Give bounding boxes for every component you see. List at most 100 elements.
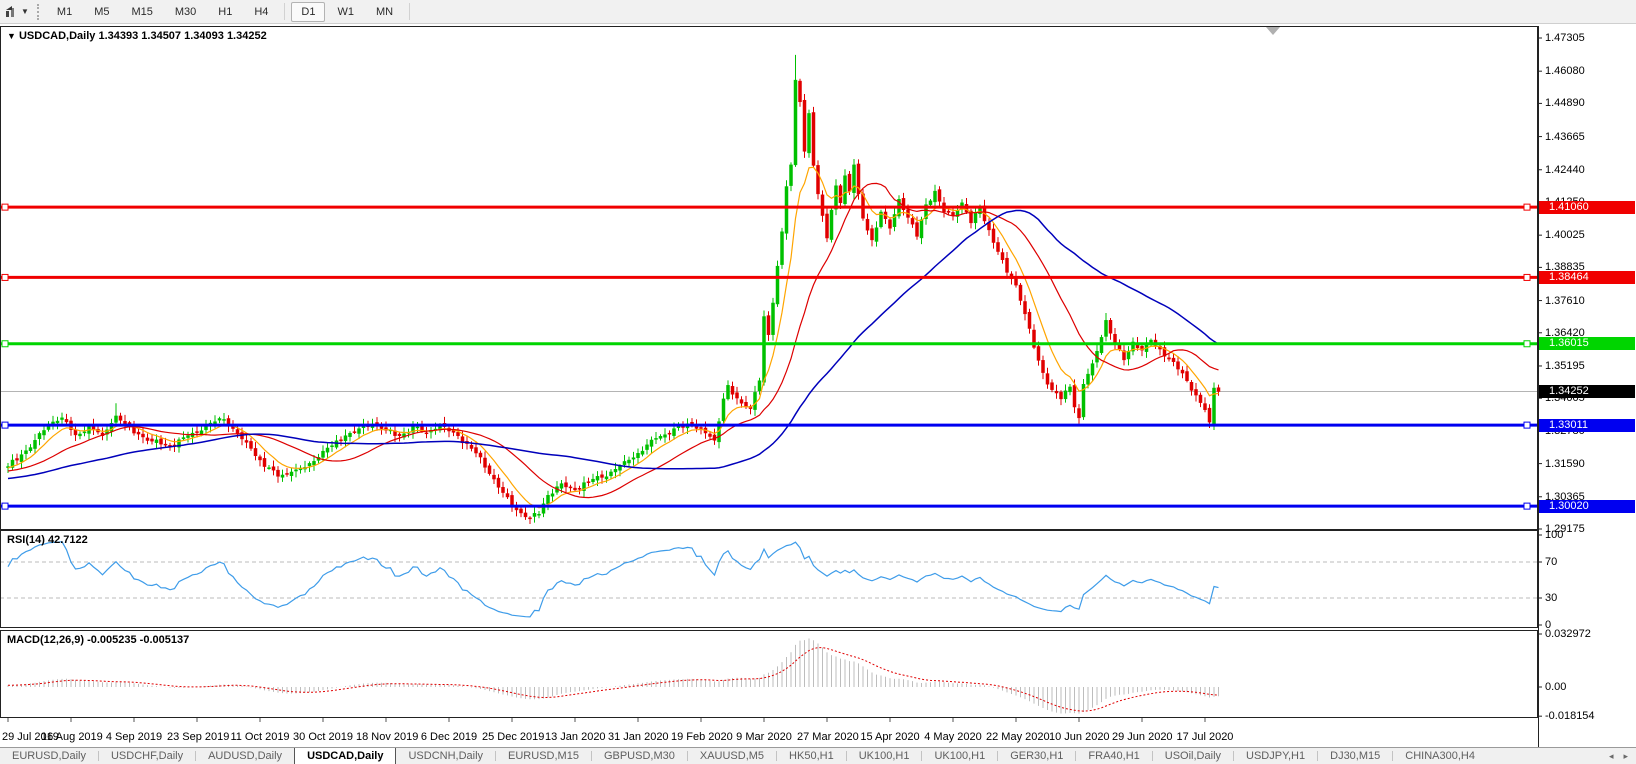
date-tick-label: 23 Sep 2019: [167, 731, 230, 743]
axis-tick-label: 100: [1545, 529, 1564, 541]
axis-tick-label: 1.29175: [1545, 523, 1585, 535]
axis-tick-label: 1.37610: [1545, 294, 1585, 307]
date-tick-label: 30 Oct 2019: [293, 731, 353, 743]
price-pane[interactable]: [0, 54, 1538, 525]
date-tick-label: 25 Dec 2019: [482, 731, 545, 743]
tab-separator: [1392, 751, 1394, 761]
axis-tick-label: 0.00: [1545, 681, 1567, 693]
chart-title: ▼ USDCAD,Daily 1.34393 1.34507 1.34093 1…: [7, 30, 267, 42]
chart-shift-marker-icon[interactable]: [1266, 27, 1280, 35]
axis-tick-label: 1.35195: [1545, 359, 1585, 372]
ma-slow-line: [7, 209, 1219, 480]
tab-audusd-daily[interactable]: AUDUSD,Daily: [208, 750, 283, 762]
timeframe-button-m30[interactable]: M30: [174, 5, 197, 18]
date-tick-label: 10 Jun 2020: [1049, 731, 1110, 743]
axis-tick-label: 1.46080: [1545, 65, 1585, 78]
chart-tabbar: EURUSD,Daily USDCHF,Daily AUDUSD,Daily USDC…: [0, 747, 1636, 764]
price-line-label: 1.34252: [1539, 385, 1635, 398]
macd-signal-line: [8, 647, 1219, 712]
rsi-pane[interactable]: [0, 541, 1538, 618]
tab-usoil-daily[interactable]: USOil,Daily: [1164, 750, 1222, 762]
tab-usdcad-daily[interactable]: USDCAD,Daily: [294, 748, 397, 764]
date-tick-label: 29 Jun 2020: [1112, 731, 1173, 743]
date-tick-label: 9 Mar 2020: [736, 731, 792, 743]
tab-separator: [590, 751, 592, 761]
tab-separator: [97, 751, 99, 761]
tab-separator: [921, 751, 923, 761]
tab-uk100-h1[interactable]: UK100,H1: [934, 750, 986, 762]
axis-tick-label: 1.43665: [1545, 130, 1585, 143]
tab-separator: [845, 751, 847, 761]
tab-separator: [1075, 751, 1077, 761]
date-tick-label: 11 Oct 2019: [230, 731, 290, 743]
timeframe-button-h4[interactable]: H4: [254, 5, 269, 18]
axis-tick-label: 70: [1545, 556, 1558, 568]
timeframe-button-m1[interactable]: M1: [56, 5, 73, 18]
ma-mid-line: [7, 182, 1219, 499]
timeframe-button-h1[interactable]: H1: [218, 5, 233, 18]
tab-separator: [997, 751, 999, 761]
ohlc-close: 1.34252: [226, 30, 267, 42]
axis-tick-label: 1.31590: [1545, 457, 1585, 470]
tab-china300-h4[interactable]: CHINA300,H4: [1405, 750, 1475, 762]
price-line-label: 1.41060: [1539, 200, 1635, 214]
tab-separator: [1233, 751, 1235, 761]
ma-fast-line: [7, 166, 1219, 509]
toolbar-separator: [284, 3, 286, 20]
tab-separator: [686, 751, 688, 761]
tab-separator: [495, 751, 497, 761]
tabs-scroll-right-button[interactable]: ▸: [1623, 750, 1628, 761]
tab-hk50-h1[interactable]: HK50,H1: [789, 750, 834, 762]
axis-tick-label: 1.36420: [1545, 326, 1585, 339]
price-line-label: 1.36015: [1539, 337, 1635, 351]
axis-tick-label: 30: [1545, 592, 1558, 604]
rsi-pane-label: RSI(14) 42.7122: [7, 534, 88, 546]
date-tick-label: 15 Apr 2020: [860, 731, 920, 743]
candles: [6, 54, 1221, 525]
chart-tool-button[interactable]: ▼: [4, 5, 29, 19]
axis-tick-label: -0.018154: [1545, 710, 1595, 723]
tab-dj30-m15[interactable]: DJ30,M15: [1330, 750, 1381, 762]
tab-usdjpy-h1[interactable]: USDJPY,H1: [1246, 750, 1306, 762]
tab-separator: [1317, 751, 1319, 761]
tab-scroll-arrows: ◂ ▸: [1601, 748, 1636, 764]
macd-pane[interactable]: [7, 638, 1219, 714]
dropdown-caret-icon: ▼: [21, 7, 29, 16]
date-tick-label: 17 Jul 2020: [1176, 731, 1234, 743]
timeframe-button-d1[interactable]: D1: [291, 1, 326, 22]
date-tick-label: 29 Jul 2019: [2, 731, 59, 743]
tab-gbpusd-m30[interactable]: GBPUSD,M30: [603, 750, 675, 762]
toolbar-grip[interactable]: [36, 3, 39, 20]
date-tick-label: 4 Sep 2019: [105, 731, 163, 743]
timeframe-button-w1[interactable]: W1: [337, 5, 354, 18]
chart-tabs: EURUSD,Daily USDCHF,Daily AUDUSD,Daily USDC…: [0, 748, 1601, 764]
date-tick-label: 31 Jan 2020: [608, 731, 669, 743]
tab-xauusd-m5[interactable]: XAUUSD,M5: [699, 750, 765, 762]
collapse-triangle-icon[interactable]: ▼: [7, 31, 16, 41]
price-line-label: 1.30020: [1539, 499, 1635, 513]
tab-fra40-h1[interactable]: FRA40,H1: [1088, 750, 1140, 762]
timeframe-button-m5[interactable]: M5: [94, 5, 110, 18]
timeframe-button-m15[interactable]: M15: [131, 5, 153, 18]
tab-eurusd-m15[interactable]: EURUSD,M15: [508, 750, 579, 762]
tab-separator: [776, 751, 778, 761]
date-tick-label: 13 Jan 2020: [545, 731, 606, 743]
tab-uk100-h1[interactable]: UK100,H1: [858, 750, 910, 762]
macd-pane-label: MACD(12,26,9) -0.005235 -0.005137: [7, 634, 190, 646]
tab-eurusd-daily[interactable]: EURUSD,Daily: [12, 750, 86, 762]
axis-tick-label: 1.38835: [1545, 261, 1585, 274]
ohlc-open: 1.34393: [98, 30, 139, 42]
price-chart-canvas[interactable]: [0, 24, 1636, 747]
axis-tick-label: 0: [1545, 619, 1552, 631]
tabs-scroll-left-button[interactable]: ◂: [1608, 750, 1614, 761]
tab-usdchf-daily[interactable]: USDCHF,Daily: [110, 750, 184, 762]
timeframe-button-mn[interactable]: MN: [375, 5, 394, 18]
toolbar-separator: [409, 3, 411, 20]
axis-tick-label: 0.032972: [1545, 628, 1591, 640]
tab-ger30-h1[interactable]: GER30,H1: [1010, 750, 1064, 762]
date-tick-label: 4 May 2020: [924, 731, 982, 743]
axis-tick-label: 1.40025: [1545, 229, 1585, 242]
timeframe-toolbar: ▼ M1 M5 M15 M30 H1 H4 D1 W1 MN: [0, 0, 1636, 24]
date-tick-label: 19 Feb 2020: [671, 731, 733, 743]
tab-usdcnh-daily[interactable]: USDCNH,Daily: [408, 750, 484, 762]
